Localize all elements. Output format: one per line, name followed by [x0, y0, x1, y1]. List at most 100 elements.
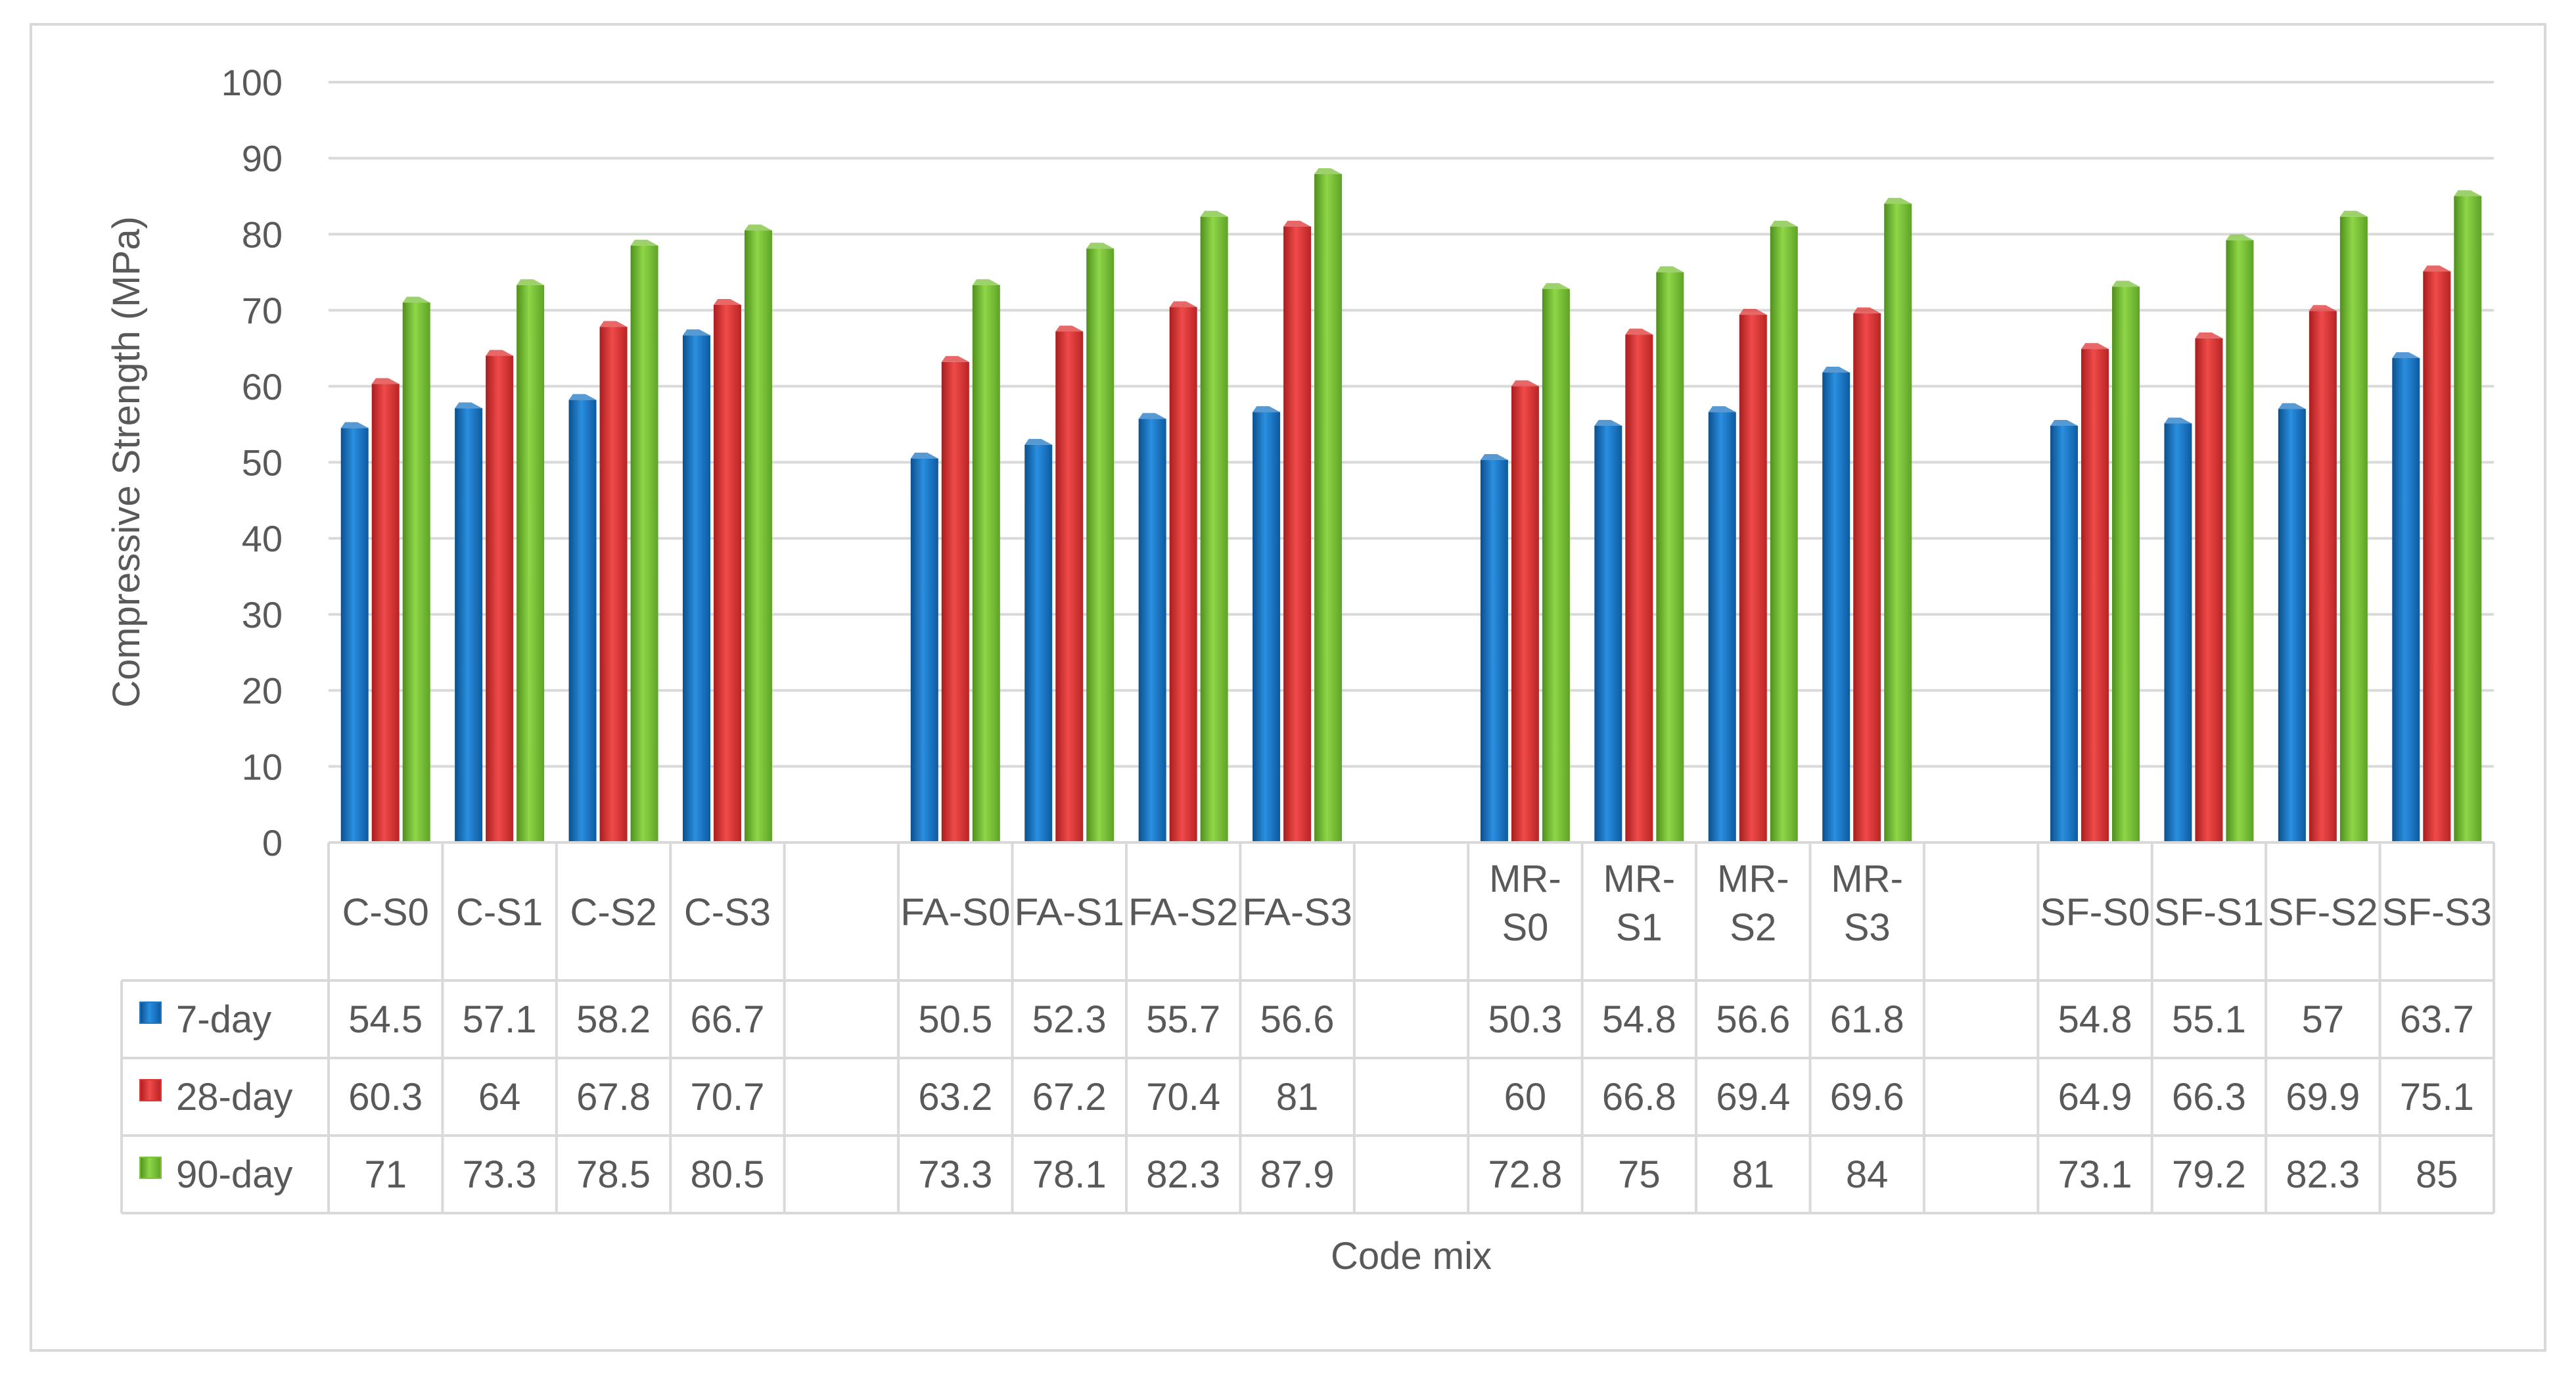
bar-top-7-day: [2392, 352, 2420, 358]
data-label: 81: [1732, 1153, 1775, 1196]
bar-90-day: [1542, 288, 1570, 843]
bar-top-90-day: [1086, 242, 1115, 249]
bar-top-28-day: [941, 356, 969, 362]
x-tick-label: MR-S2: [1717, 858, 1789, 949]
bar-top-90-day: [744, 224, 772, 231]
bar-90-day: [1884, 204, 1912, 842]
data-label: 85: [2416, 1153, 2458, 1196]
bar-top-28-day: [2309, 305, 2337, 311]
data-label: 66.8: [1602, 1076, 1676, 1118]
bar-7-day: [2278, 409, 2306, 842]
bar-top-90-day: [1656, 266, 1684, 273]
data-label: 70.7: [691, 1076, 765, 1118]
bar-28-day: [713, 305, 741, 843]
bar-90-day: [1770, 226, 1798, 843]
x-tick-label: C-S3: [684, 891, 771, 934]
data-label: 67.8: [576, 1076, 651, 1118]
bar-7-day: [1594, 425, 1622, 842]
bar-top-28-day: [1283, 220, 1312, 227]
bar-top-7-day: [1822, 366, 1851, 373]
bar-top-90-day: [630, 239, 658, 246]
bar-90-day: [744, 230, 772, 842]
data-label: 78.5: [576, 1153, 651, 1196]
bar-7-day: [568, 400, 597, 842]
axis-labels: 0 10 20 30 40 50 60 70 80 90 100 Compressive Streng…: [105, 62, 1492, 1278]
y-tick-label: 90: [242, 138, 283, 179]
bar-top-7-day: [1253, 406, 1281, 413]
bar-top-28-day: [2423, 265, 2451, 272]
data-label: 54.5: [348, 998, 423, 1041]
data-label: 69.4: [1716, 1076, 1790, 1118]
data-label: 64: [478, 1076, 521, 1118]
data-label: 79.2: [2172, 1153, 2246, 1196]
data-label: 54.8: [1602, 998, 1676, 1041]
data-label: 75: [1618, 1153, 1661, 1196]
bar-7-day: [2050, 425, 2079, 842]
x-tick-label: FA-S3: [1242, 891, 1352, 934]
legend-label: 7-day: [176, 998, 271, 1041]
y-tick-label: 30: [242, 594, 283, 635]
data-label: 52.3: [1032, 998, 1107, 1041]
data-table: C-S0 C-S1 C-S2 C-S3 FA-S0 FA-S1 FA-S2 FA-S3 MR-S…: [120, 841, 2495, 1214]
bar-7-day: [1480, 460, 1508, 842]
bar-top-7-day: [568, 394, 597, 400]
bar-top-90-day: [2454, 190, 2482, 196]
x-tick-label: MR-S3: [1831, 858, 1903, 949]
bar-top-7-day: [1708, 406, 1736, 413]
y-tick-label: 20: [242, 670, 283, 712]
y-tick-label: 100: [221, 62, 283, 103]
data-label: 66.3: [2172, 1076, 2246, 1118]
bar-7-day: [682, 335, 710, 842]
bar-top-90-day: [2339, 210, 2368, 217]
data-label: 72.8: [1488, 1153, 1562, 1196]
bar-28-day: [2081, 349, 2109, 842]
bar-top-28-day: [1055, 325, 1084, 332]
bar-28-day: [2195, 338, 2223, 842]
x-tick-label: SF-S3: [2382, 891, 2492, 934]
x-tick-label: MR-S0: [1489, 858, 1561, 949]
bar-90-day: [972, 285, 1000, 842]
bar-90-day: [1200, 216, 1228, 842]
bar-top-7-day: [2050, 419, 2079, 426]
bar-28-day: [941, 361, 969, 842]
bar-7-day: [340, 428, 369, 842]
bar-top-28-day: [1511, 380, 1539, 386]
y-tick-label: 80: [242, 214, 283, 255]
data-label: 57: [2302, 998, 2345, 1041]
bar-7-day: [1822, 372, 1851, 842]
data-label: 66.7: [691, 998, 765, 1041]
data-label: 54.8: [2058, 998, 2132, 1041]
bar-top-7-day: [455, 402, 483, 409]
bar-28-day: [1511, 386, 1539, 842]
bar-top-7-day: [340, 422, 369, 428]
bar-top-7-day: [1480, 454, 1508, 461]
bar-top-90-day: [402, 296, 430, 303]
data-label: 58.2: [576, 998, 651, 1041]
bar-90-day: [2226, 240, 2254, 842]
bar-7-day: [1253, 412, 1281, 842]
data-label: 78.1: [1032, 1153, 1107, 1196]
y-tick-label: 60: [242, 366, 283, 407]
data-label: 63.7: [2400, 998, 2474, 1041]
bar-top-7-day: [910, 452, 938, 459]
bar-28-day: [2309, 311, 2337, 843]
data-label: 56.6: [1716, 998, 1790, 1041]
data-label: 73.3: [463, 1153, 537, 1196]
bar-90-day: [2339, 216, 2368, 842]
bar-90-day: [1314, 173, 1343, 842]
data-label: 69.9: [2286, 1076, 2360, 1118]
data-label: 73.3: [918, 1153, 992, 1196]
data-label: 61.8: [1830, 998, 1904, 1041]
bar-top-7-day: [1594, 419, 1622, 426]
bar-28-day: [1625, 334, 1653, 842]
bar-top-90-day: [517, 279, 545, 285]
data-label: 55.7: [1146, 998, 1220, 1041]
data-label: 63.2: [918, 1076, 992, 1118]
data-label: 55.1: [2172, 998, 2246, 1041]
bar-28-day: [2423, 271, 2451, 842]
bar-top-90-day: [2226, 234, 2254, 241]
bar-top-28-day: [599, 321, 628, 327]
chart-frame: [30, 23, 2546, 1352]
x-tick-label: C-S2: [570, 891, 656, 934]
